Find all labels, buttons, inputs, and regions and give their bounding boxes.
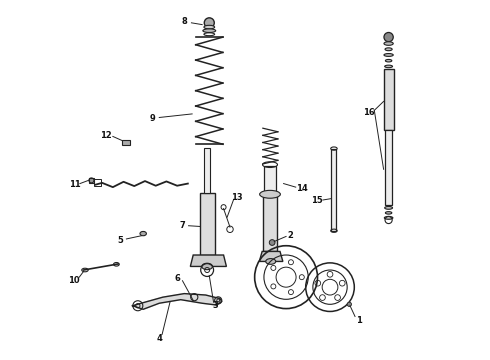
Text: 4: 4 xyxy=(157,334,163,343)
Ellipse shape xyxy=(384,216,393,219)
Text: 11: 11 xyxy=(69,180,81,189)
Text: 16: 16 xyxy=(364,108,375,117)
Ellipse shape xyxy=(204,25,215,29)
Ellipse shape xyxy=(384,42,393,45)
Ellipse shape xyxy=(386,212,392,214)
Text: 3: 3 xyxy=(213,301,219,310)
Bar xyxy=(331,149,337,231)
Ellipse shape xyxy=(386,59,392,62)
Polygon shape xyxy=(259,251,283,261)
Bar xyxy=(384,69,393,130)
Text: 5: 5 xyxy=(118,235,123,244)
Polygon shape xyxy=(132,294,222,309)
Text: 12: 12 xyxy=(100,131,112,140)
Text: 2: 2 xyxy=(288,231,294,240)
Text: 9: 9 xyxy=(149,114,155,123)
Ellipse shape xyxy=(385,206,392,209)
Circle shape xyxy=(204,18,214,28)
Bar xyxy=(204,148,210,193)
Text: 10: 10 xyxy=(69,275,80,284)
Bar xyxy=(89,178,94,183)
Bar xyxy=(264,166,276,196)
Circle shape xyxy=(270,240,275,246)
Bar xyxy=(122,140,130,145)
Text: 7: 7 xyxy=(180,221,186,230)
Text: 8: 8 xyxy=(181,17,187,26)
Text: 6: 6 xyxy=(175,274,181,283)
Ellipse shape xyxy=(266,258,276,264)
Ellipse shape xyxy=(203,29,216,32)
Ellipse shape xyxy=(260,190,280,198)
Bar xyxy=(385,130,392,205)
Ellipse shape xyxy=(385,65,392,68)
Ellipse shape xyxy=(202,263,213,270)
Text: 14: 14 xyxy=(295,184,307,193)
Ellipse shape xyxy=(140,231,147,236)
Text: 13: 13 xyxy=(231,193,242,202)
Circle shape xyxy=(384,32,393,42)
Polygon shape xyxy=(190,255,226,266)
Text: 15: 15 xyxy=(311,196,323,205)
Bar xyxy=(94,179,101,186)
Bar xyxy=(199,193,215,255)
Bar xyxy=(263,196,277,251)
Ellipse shape xyxy=(384,54,393,57)
Text: 1: 1 xyxy=(356,315,362,324)
Circle shape xyxy=(347,302,351,306)
Ellipse shape xyxy=(385,48,392,51)
